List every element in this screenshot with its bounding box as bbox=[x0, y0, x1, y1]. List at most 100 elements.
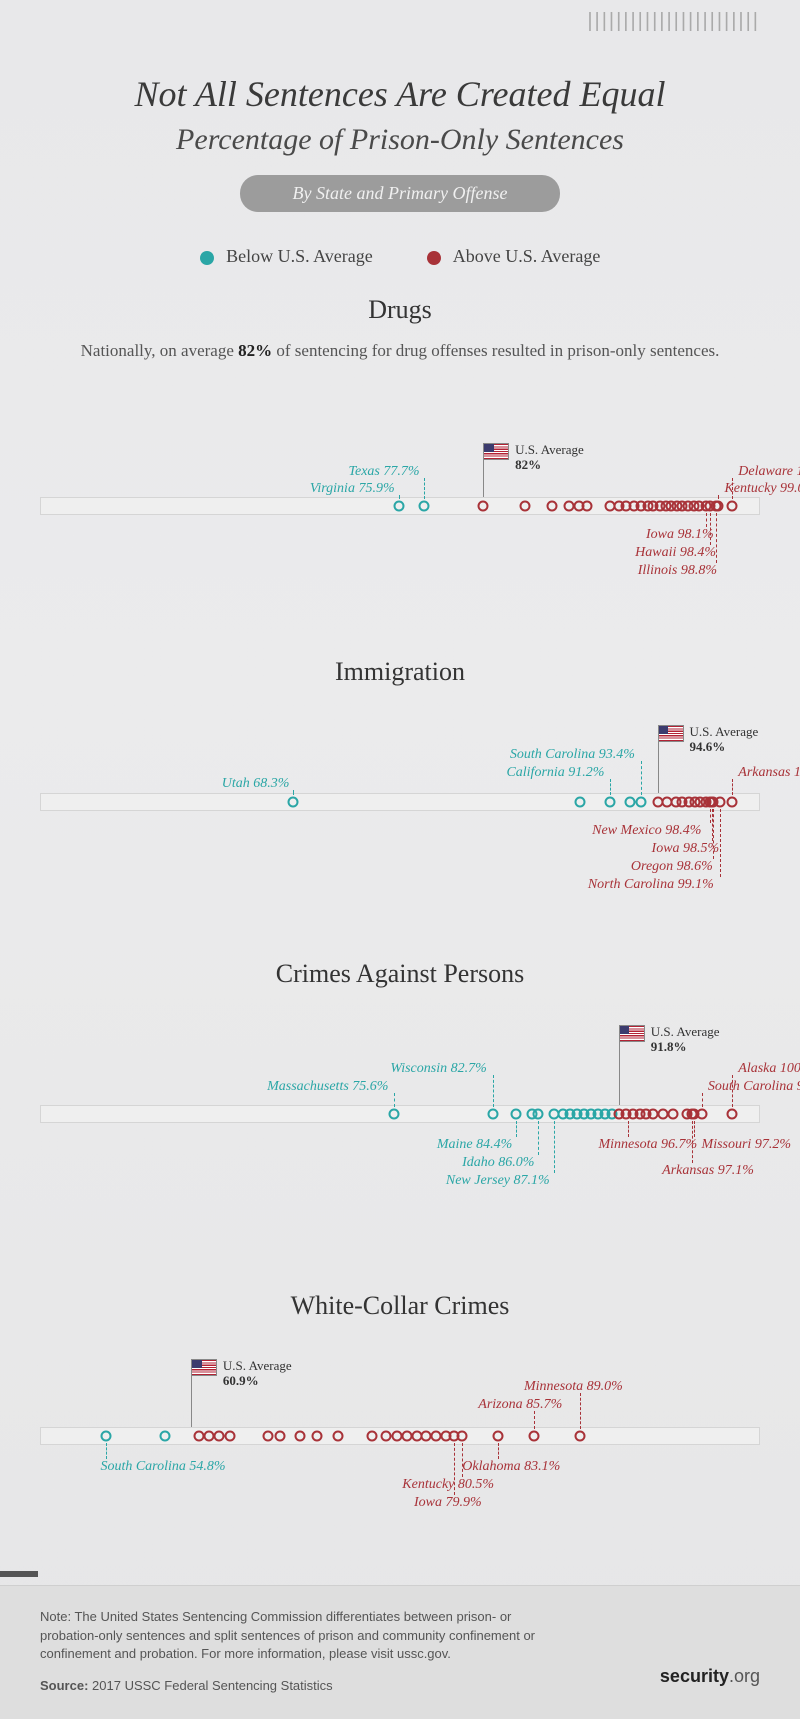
us-avg-text: U.S. Average91.8% bbox=[651, 1025, 720, 1055]
leader-line bbox=[424, 478, 425, 499]
leader-line bbox=[493, 1075, 494, 1107]
leader-line bbox=[534, 1411, 535, 1429]
callout-label: Virginia 75.9% bbox=[310, 481, 395, 497]
callout-label: New Mexico 98.4% bbox=[592, 823, 701, 839]
data-marker bbox=[635, 796, 646, 807]
main-title: Not All Sentences Are Created Equal bbox=[40, 73, 760, 115]
data-marker bbox=[714, 796, 725, 807]
data-marker bbox=[547, 500, 558, 511]
data-marker bbox=[624, 796, 635, 807]
chart-whitecollar: U.S. Average60.9%Minnesota 89.0%Arizona … bbox=[40, 1335, 760, 1565]
legend-below: Below U.S. Average bbox=[200, 246, 373, 267]
section-persons: Crimes Against PersonsU.S. Average91.8%W… bbox=[40, 959, 760, 1263]
callout-label: Delaware 100.0% bbox=[738, 464, 800, 480]
callout-label: Arkansas 97.1% bbox=[662, 1163, 754, 1179]
legend-dot-below bbox=[200, 251, 214, 265]
leader-line bbox=[580, 1393, 581, 1429]
callout-label: Wisconsin 82.7% bbox=[390, 1061, 486, 1077]
data-marker bbox=[478, 500, 489, 511]
leader-line bbox=[641, 761, 642, 795]
data-marker bbox=[263, 1430, 274, 1441]
source-label: Source: bbox=[40, 1678, 88, 1693]
data-marker bbox=[274, 1430, 285, 1441]
section-drugs: Drugs Nationally, on average 82% of sente… bbox=[40, 295, 760, 629]
leader-line bbox=[718, 495, 719, 499]
data-marker bbox=[367, 1430, 378, 1441]
us-flag-icon bbox=[483, 443, 509, 460]
callout-label: Texas 77.7% bbox=[348, 464, 419, 480]
leader-line bbox=[454, 1443, 455, 1495]
callout-label: South Carolina 97.8% bbox=[708, 1079, 800, 1095]
leader-line bbox=[538, 1121, 539, 1155]
leader-line bbox=[106, 1443, 107, 1459]
section-intro: Nationally, on average 82% of sentencing… bbox=[40, 339, 760, 363]
leader-line bbox=[710, 513, 711, 545]
callout-label: New Jersey 87.1% bbox=[446, 1173, 550, 1189]
us-avg-text: U.S. Average60.9% bbox=[223, 1359, 292, 1389]
leader-line bbox=[293, 790, 294, 795]
legend-above-label: Above U.S. Average bbox=[453, 246, 601, 266]
chart-immigration: U.S. Average94.6% Utah 68.3% South Carolin… bbox=[40, 701, 760, 931]
callout-label: Kentucky 80.5% bbox=[402, 1477, 494, 1493]
leader-line bbox=[702, 1093, 703, 1107]
callout-label: Idaho 86.0% bbox=[462, 1155, 534, 1171]
data-marker bbox=[696, 1108, 707, 1119]
data-marker bbox=[533, 1108, 544, 1119]
data-marker bbox=[519, 500, 530, 511]
data-marker bbox=[332, 1430, 343, 1441]
chart-persons: U.S. Average91.8% Wisconsin 82.7%Massachu… bbox=[40, 1003, 760, 1263]
section-whitecollar: White-Collar Crimes U.S. Average60.9% Minn… bbox=[40, 1291, 760, 1565]
callout-label: Maine 84.4% bbox=[437, 1137, 512, 1153]
us-avg-flag: U.S. Average60.9% bbox=[191, 1359, 292, 1389]
leader-line bbox=[628, 1121, 629, 1137]
callout-label: Hawaii 98.4% bbox=[635, 545, 716, 561]
callout-label: North Carolina 99.1% bbox=[588, 877, 714, 893]
callout-label: Alaska 100.0% bbox=[738, 1061, 800, 1077]
leader-line bbox=[692, 1121, 693, 1163]
callout-label: Oregon 98.6% bbox=[631, 859, 713, 875]
us-flag-icon bbox=[619, 1025, 645, 1042]
us-avg-text: U.S. Average82% bbox=[515, 443, 584, 473]
leader-line bbox=[713, 809, 714, 859]
data-marker bbox=[581, 500, 592, 511]
data-marker bbox=[575, 1430, 586, 1441]
byline-pill: By State and Primary Offense bbox=[240, 175, 560, 212]
leader-line bbox=[694, 1121, 695, 1137]
side-accent bbox=[0, 1571, 38, 1577]
callout-label: Illinois 98.8% bbox=[638, 563, 717, 579]
section-title: Drugs bbox=[40, 295, 760, 325]
leader-line bbox=[610, 779, 611, 795]
data-marker bbox=[159, 1430, 170, 1441]
callout-label: Massachusetts 75.6% bbox=[267, 1079, 388, 1095]
data-marker bbox=[101, 1430, 112, 1441]
main-subtitle: Percentage of Prison-Only Sentences bbox=[40, 123, 760, 157]
callout-label: Iowa 98.1% bbox=[646, 527, 714, 543]
data-marker bbox=[713, 500, 724, 511]
us-avg-flag: U.S. Average91.8% bbox=[619, 1025, 720, 1055]
data-marker bbox=[511, 1108, 522, 1119]
callout-label: Utah 68.3% bbox=[222, 776, 290, 792]
section-title: White-Collar Crimes bbox=[40, 1291, 760, 1321]
section-immigration: ImmigrationU.S. Average94.6%Utah 68.3%So… bbox=[40, 657, 760, 931]
leader-line bbox=[716, 513, 717, 563]
brand-bold: security bbox=[660, 1666, 729, 1686]
us-flag-icon bbox=[658, 725, 684, 742]
footer: Note: The United States Sentencing Commi… bbox=[0, 1585, 800, 1719]
callout-label: Iowa 98.5% bbox=[652, 841, 720, 857]
data-marker bbox=[295, 1430, 306, 1441]
callout-label: Minnesota 89.0% bbox=[524, 1379, 623, 1395]
leader-line bbox=[706, 513, 707, 527]
data-marker bbox=[727, 500, 738, 511]
footer-source: Source: 2017 USSC Federal Sentencing Sta… bbox=[40, 1678, 760, 1693]
data-marker bbox=[311, 1430, 322, 1441]
data-marker bbox=[727, 1108, 738, 1119]
brand-light: .org bbox=[729, 1666, 760, 1686]
callout-label: Minnesota 96.7% bbox=[598, 1137, 697, 1153]
data-marker bbox=[389, 1108, 400, 1119]
callout-label: Oklahoma 83.1% bbox=[462, 1459, 560, 1475]
legend-dot-above bbox=[427, 251, 441, 265]
callout-label: South Carolina 54.8% bbox=[100, 1459, 225, 1475]
data-marker bbox=[493, 1430, 504, 1441]
callout-label: South Carolina 93.4% bbox=[510, 747, 635, 763]
us-avg-flag: U.S. Average94.6% bbox=[658, 725, 759, 755]
